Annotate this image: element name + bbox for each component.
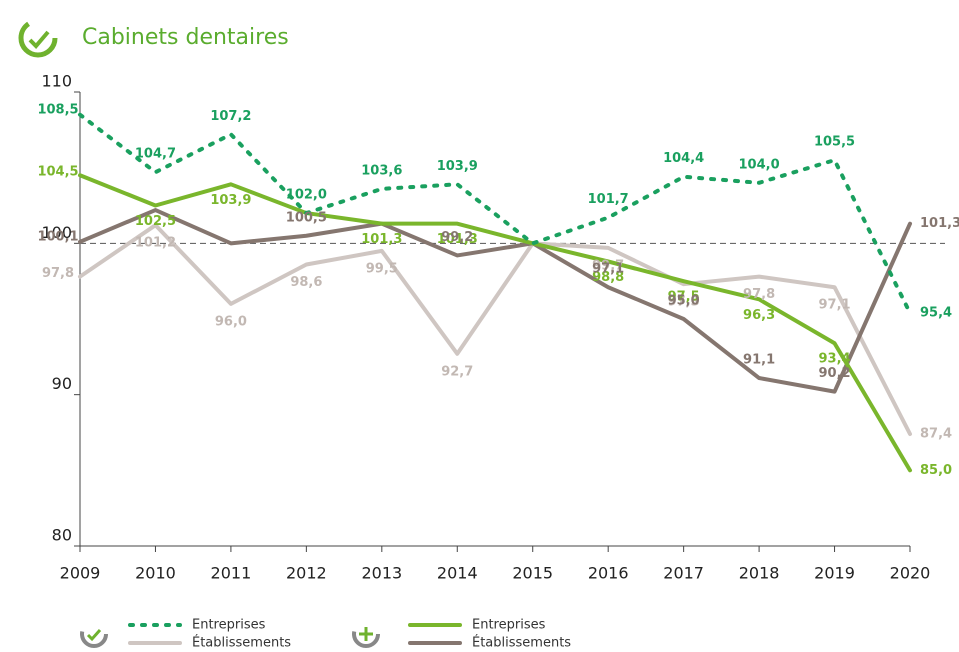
- data-label: 104,0: [739, 157, 780, 172]
- legend-icon: [359, 627, 373, 641]
- data-label: 99,2: [441, 230, 473, 245]
- y-tick-label: 90: [52, 374, 72, 393]
- data-label: 97,5: [668, 290, 700, 305]
- x-tick-label: 2013: [361, 564, 402, 583]
- data-label: 85,0: [920, 463, 952, 478]
- x-tick-label: 2009: [60, 564, 101, 583]
- legend-icon: [352, 620, 380, 648]
- x-tick-label: 2020: [890, 564, 931, 583]
- data-label: 104,4: [663, 151, 704, 166]
- legend-icon: [86, 629, 102, 642]
- data-label: 92,7: [441, 364, 473, 379]
- chart-title: Cabinets dentaires: [82, 25, 289, 50]
- y-tick-label: 80: [52, 526, 72, 545]
- series-line: [78, 208, 912, 394]
- data-label: 102,0: [286, 188, 327, 203]
- series-line: [78, 112, 912, 315]
- x-tick-label: 2016: [588, 564, 629, 583]
- x-tick-label: 2019: [814, 564, 855, 583]
- data-label: 103,6: [361, 163, 402, 178]
- data-label: 101,3: [361, 232, 402, 247]
- title-icon: [18, 18, 58, 58]
- data-label: 87,4: [920, 427, 952, 442]
- data-label: 108,5: [37, 102, 78, 117]
- legend-icon: [80, 620, 108, 648]
- data-label: 93,4: [819, 352, 851, 367]
- data-label: 96,0: [215, 314, 247, 329]
- data-label: 97,8: [743, 287, 775, 302]
- data-label: 104,5: [37, 165, 78, 180]
- data-label: 95,4: [920, 305, 952, 320]
- data-label: 101,3: [437, 232, 478, 247]
- data-label: 95,0: [668, 294, 700, 309]
- data-label: 100,1: [37, 229, 78, 244]
- data-label: 99,5: [366, 261, 398, 276]
- legend-label: Entreprises: [192, 618, 266, 633]
- data-label: 97,3: [668, 295, 700, 310]
- x-tick-label: 2011: [211, 564, 252, 583]
- data-label: 90,2: [819, 366, 851, 381]
- data-label: 96,3: [743, 308, 775, 323]
- data-label: 98,6: [290, 275, 322, 290]
- x-tick-label: 2017: [663, 564, 704, 583]
- series-line: [78, 223, 912, 437]
- x-tick-label: 2018: [739, 564, 780, 583]
- data-label: 104,7: [135, 147, 176, 162]
- y-tick-label: 100: [41, 223, 72, 242]
- data-label: 101,7: [588, 192, 629, 207]
- data-label: 100,5: [286, 210, 327, 225]
- legend: [80, 620, 380, 648]
- data-label: 101,3: [920, 216, 959, 231]
- legend-label: Établissements: [192, 635, 291, 651]
- legend-label: Établissements: [472, 635, 571, 651]
- x-tick-label: 2015: [512, 564, 553, 583]
- x-tick-label: 2010: [135, 564, 176, 583]
- data-label: 97,8: [42, 266, 74, 281]
- data-label: 91,1: [743, 353, 775, 368]
- data-label: 103,9: [437, 159, 478, 174]
- legend-label: Entreprises: [472, 618, 546, 633]
- x-tick-label: 2014: [437, 564, 478, 583]
- data-label: 97,1: [592, 262, 624, 277]
- data-label: 101,2: [135, 236, 176, 251]
- data-label: 103,9: [210, 193, 251, 208]
- y-tick-label: 110: [41, 72, 72, 91]
- data-label: 98,8: [592, 270, 624, 285]
- data-label: 97,1: [819, 298, 851, 313]
- series-line: [78, 173, 912, 473]
- data-label: 107,2: [210, 109, 251, 124]
- data-label: 102,5: [135, 214, 176, 229]
- data-label: 99,7: [592, 258, 624, 273]
- x-tick-label: 2012: [286, 564, 327, 583]
- data-label: 105,5: [814, 135, 855, 150]
